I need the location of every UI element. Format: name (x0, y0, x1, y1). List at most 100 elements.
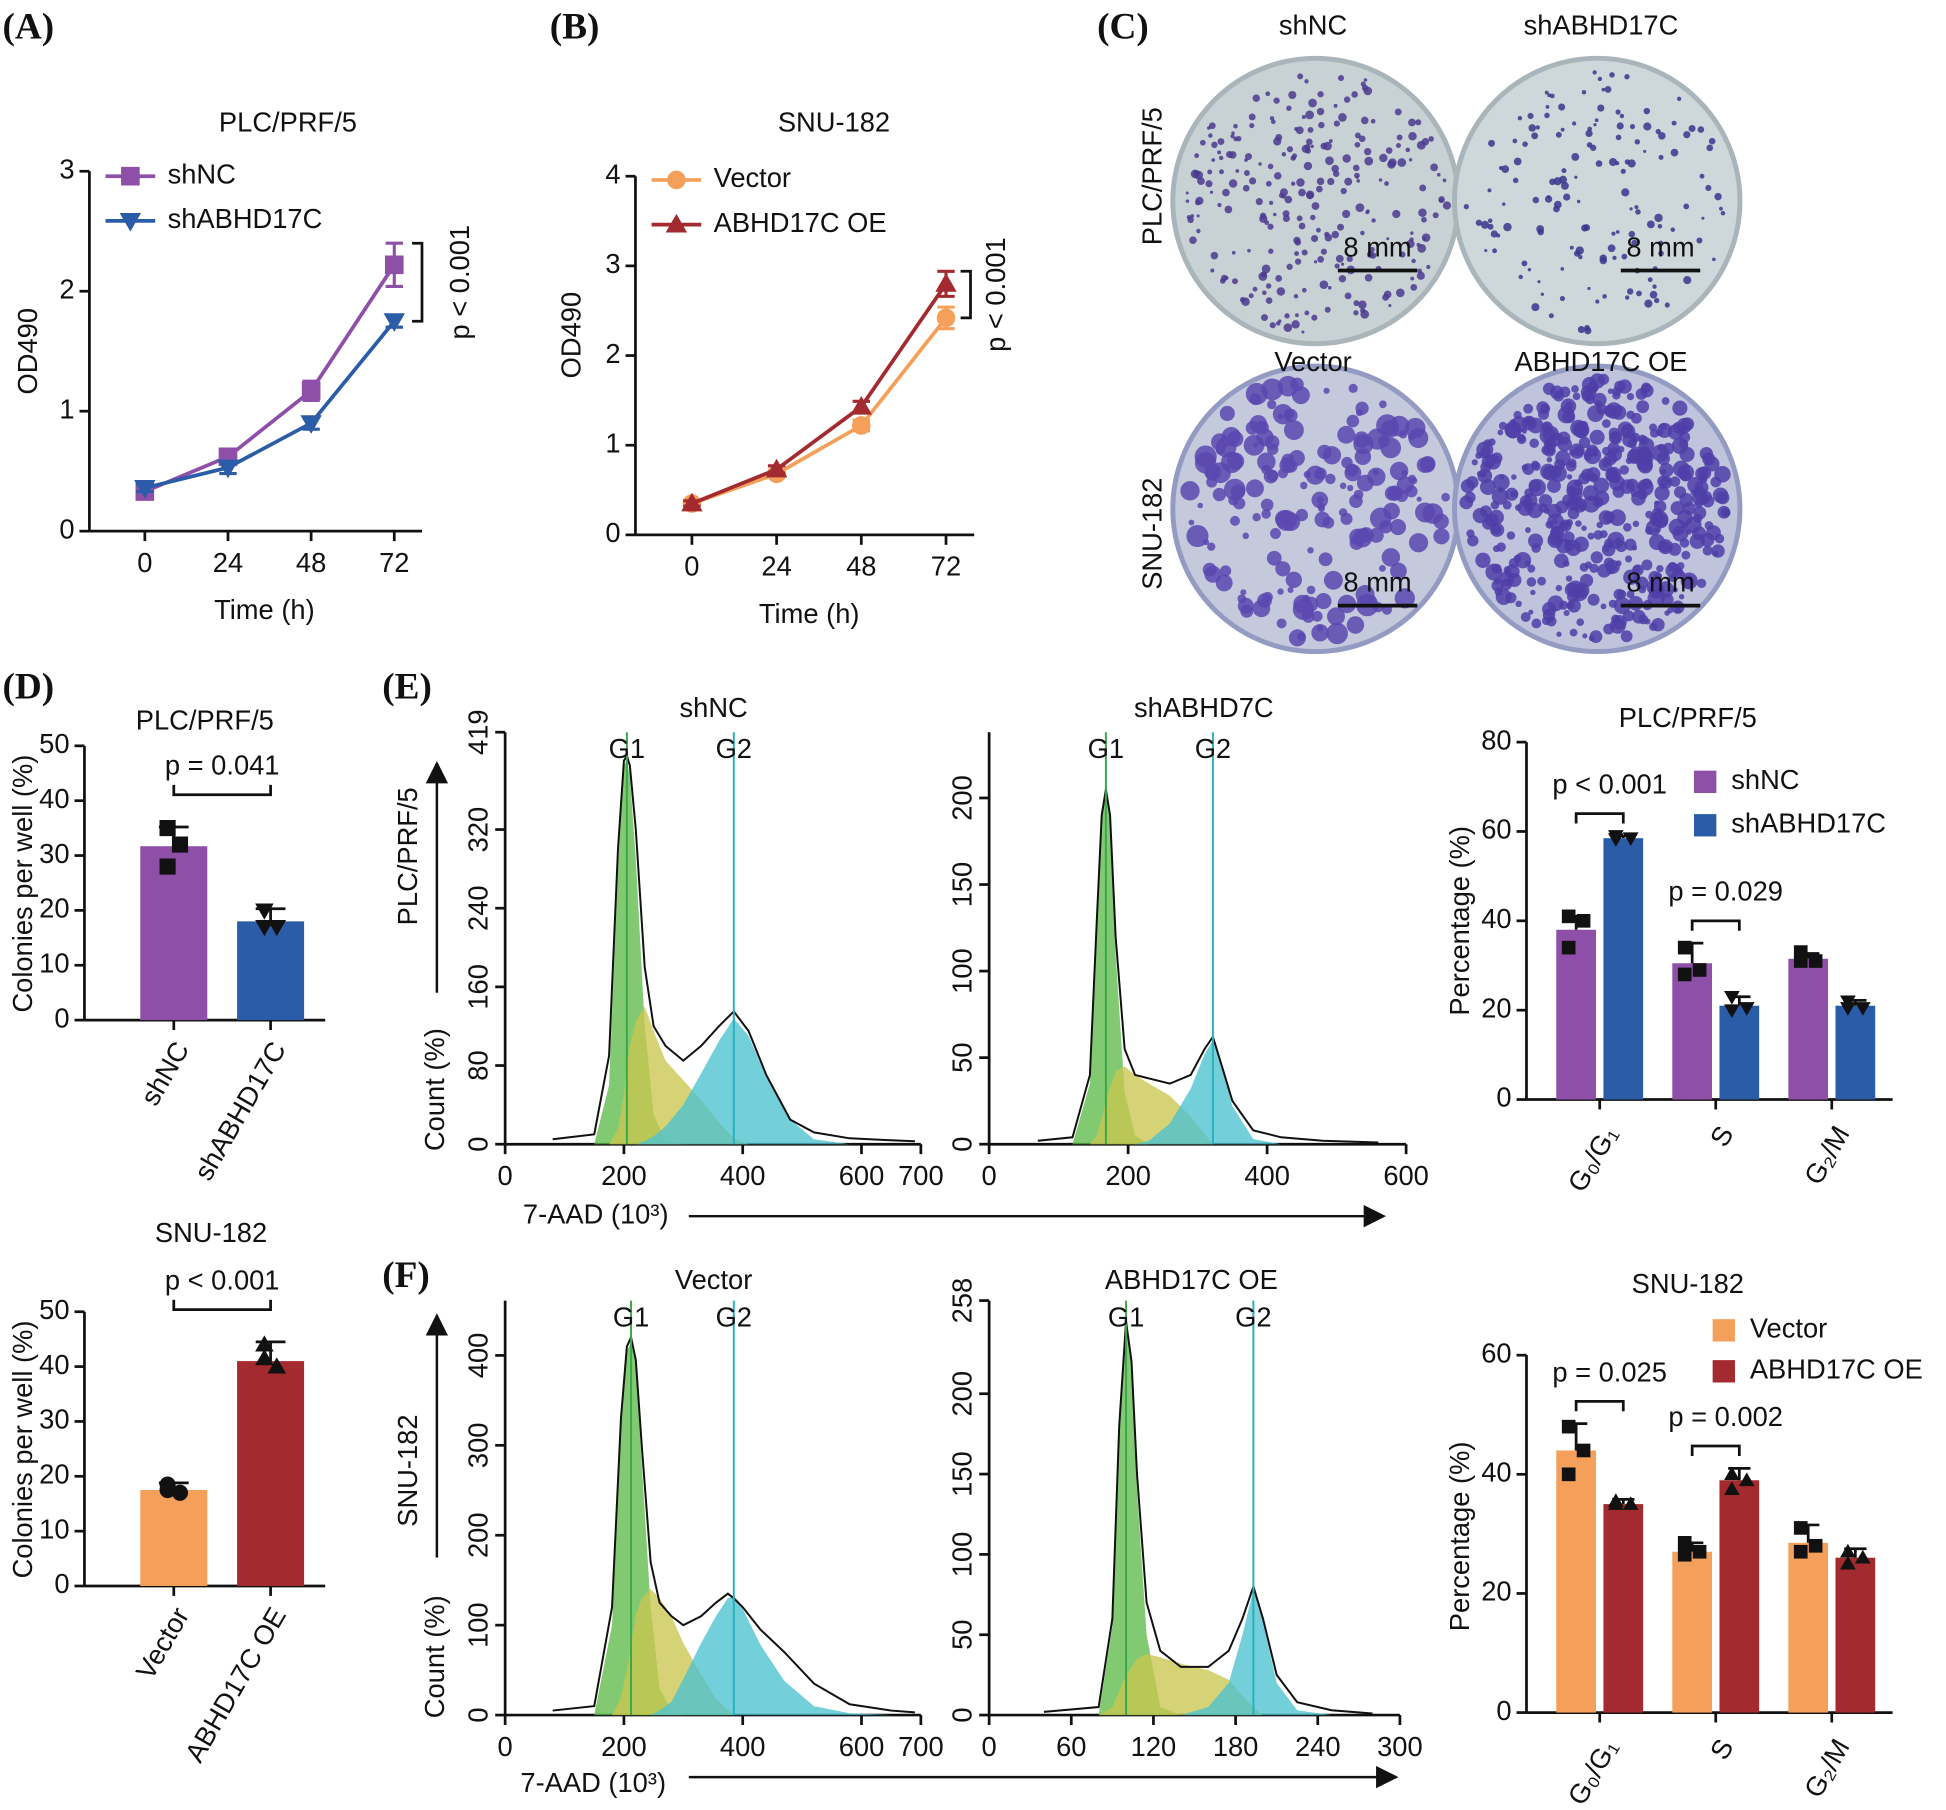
colony (1522, 141, 1528, 147)
colony (1208, 122, 1216, 130)
data-point (1561, 909, 1576, 924)
colony (1702, 545, 1713, 556)
colony (1324, 306, 1331, 313)
colony (1678, 439, 1689, 449)
significance-bracket (412, 241, 424, 323)
colony (1677, 509, 1693, 526)
colony (1311, 314, 1318, 321)
colony (1340, 512, 1353, 525)
colony (1535, 125, 1540, 130)
colony (1601, 459, 1610, 468)
data-point (1692, 963, 1707, 977)
colony (1408, 533, 1429, 553)
colony (1547, 595, 1564, 612)
data-point (1808, 954, 1823, 968)
chart-title: ABHD17C OE (1105, 1264, 1278, 1295)
colony (1720, 507, 1731, 518)
colony (1656, 451, 1671, 466)
colony (1323, 141, 1332, 151)
colony (1262, 290, 1267, 296)
colony (1325, 473, 1336, 485)
x-tick-label: 60 (1056, 1731, 1086, 1762)
colony (1317, 256, 1325, 263)
colony (1301, 330, 1305, 334)
colony (1383, 502, 1400, 520)
colony (1595, 299, 1600, 304)
phase-label: G1 (1108, 1301, 1144, 1332)
colony (1621, 253, 1628, 260)
y-tick-label: 0 (1496, 1695, 1511, 1726)
histogram-line (1037, 789, 1379, 1144)
colony (1607, 442, 1620, 455)
significance-bracket (172, 784, 272, 797)
colony (1599, 530, 1608, 539)
colony (1547, 532, 1564, 549)
x-tick-label: 24 (761, 551, 791, 582)
colony (1546, 456, 1553, 463)
colony (1518, 274, 1523, 280)
colony (1632, 564, 1644, 576)
y-tick-label: 240 (463, 885, 494, 931)
significance-bracket (1690, 919, 1741, 931)
colony (1301, 144, 1310, 153)
colony (1531, 618, 1542, 629)
y-tick-label: 400 (463, 1333, 494, 1379)
annotation: p < 0.001 (444, 225, 475, 340)
data-point (267, 919, 287, 937)
y-axis-label: Percentage (%) (1444, 826, 1475, 1016)
colony (1566, 474, 1573, 480)
colony (1488, 139, 1496, 147)
bar (1556, 1450, 1596, 1713)
colony (1233, 123, 1238, 129)
colony (1629, 207, 1633, 211)
colony (1672, 587, 1678, 593)
significance-bracket (1574, 812, 1625, 824)
colony (1480, 446, 1491, 457)
colony (1265, 283, 1272, 289)
colony (1487, 188, 1492, 193)
y-tick-label: 60 (1481, 814, 1511, 845)
colony (1301, 249, 1308, 256)
colony (1324, 231, 1330, 238)
y-tick-label: 30 (39, 838, 69, 869)
colony (1284, 408, 1298, 423)
scale-bar-label: 8 mm (1343, 567, 1411, 598)
colony (1575, 520, 1582, 527)
colony (1408, 432, 1416, 441)
colony (1532, 196, 1540, 204)
panel-label: (F) (382, 1255, 430, 1296)
y-tick-label: 419 (463, 709, 494, 755)
colony (1617, 445, 1625, 453)
colony (1346, 255, 1353, 263)
colony (1542, 465, 1558, 481)
colony (1638, 614, 1649, 625)
colony (1574, 175, 1578, 179)
colony (1540, 292, 1544, 296)
colony (1331, 164, 1339, 173)
x-tick-label: G₂/M (1798, 1120, 1856, 1189)
data-point (300, 415, 322, 434)
y-tick-label: 40 (1481, 1457, 1511, 1488)
legend-label: ABHD17C OE (714, 207, 887, 238)
x-tick-label: G₂/M (1798, 1733, 1856, 1802)
colony (1500, 578, 1513, 591)
colony (1601, 419, 1611, 428)
colony (1648, 534, 1666, 551)
y-tick-label: 300 (463, 1423, 494, 1469)
colony (1207, 542, 1216, 551)
phase-label: G2 (1235, 1301, 1271, 1332)
colony (1230, 515, 1240, 526)
colony (1528, 609, 1534, 615)
colony (1615, 560, 1622, 567)
colony (1311, 610, 1323, 622)
panel-label: (C) (1097, 6, 1149, 47)
colony (1670, 148, 1679, 157)
colony (1305, 138, 1313, 146)
colony (1597, 104, 1605, 112)
colony (1587, 593, 1600, 606)
colony (1421, 233, 1431, 242)
colony (1190, 169, 1200, 179)
colony (1501, 165, 1510, 173)
colony (1557, 436, 1572, 452)
colony (1282, 214, 1290, 223)
